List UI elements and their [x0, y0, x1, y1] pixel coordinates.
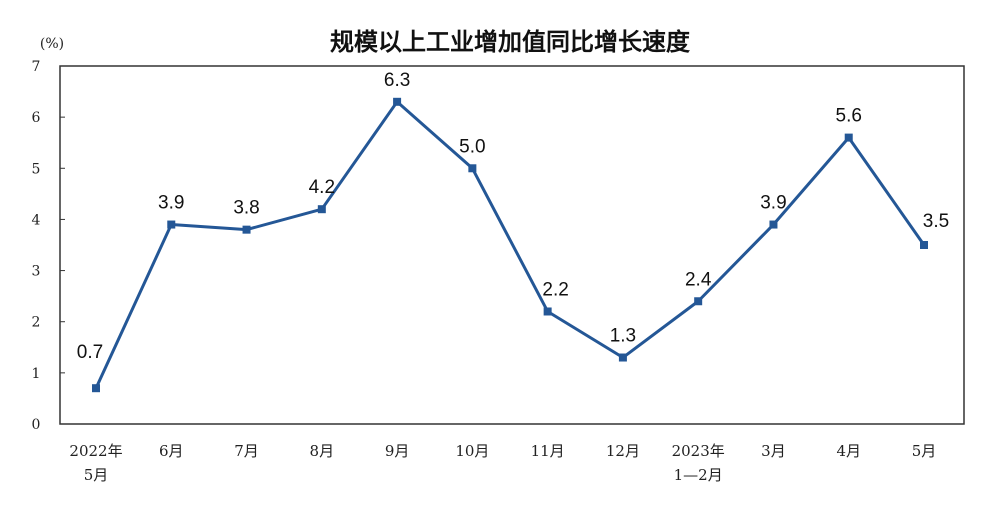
- x-tick-label: 3月: [761, 442, 786, 460]
- x-tick-label-line: 12月: [606, 442, 640, 460]
- x-tick-label-line: 1—2月: [674, 466, 723, 484]
- x-tick-label-line: 5月: [84, 466, 109, 484]
- series-group: [92, 97, 928, 393]
- x-tick-label-line: 2023年: [672, 442, 725, 460]
- data-point: [167, 220, 176, 229]
- plot-area: [59, 65, 965, 425]
- data-label: 2.4: [685, 269, 712, 290]
- x-tick-label: 11月: [531, 442, 565, 460]
- y-unit-label: (%): [40, 36, 64, 52]
- data-label: 5.6: [836, 106, 862, 127]
- data-point: [694, 297, 703, 306]
- y-tick-label: 3: [32, 264, 41, 280]
- y-tick-label: 7: [32, 59, 41, 75]
- data-point: [393, 97, 402, 106]
- y-tick-label: 1: [32, 366, 41, 382]
- x-tick-label-line: 9月: [385, 442, 410, 460]
- data-label: 5.0: [459, 136, 485, 157]
- x-tick-label: 2023年 1—2月: [672, 442, 725, 484]
- y-tick-label: 2: [32, 315, 41, 331]
- data-point: [920, 241, 928, 249]
- x-tick-label-line: 4月: [836, 442, 861, 460]
- y-tick-label: 0: [32, 417, 41, 433]
- x-tick-label-line: 2022年: [69, 442, 122, 460]
- data-label: 0.7: [77, 342, 103, 363]
- y-tick-label: 5: [32, 161, 41, 177]
- x-tick-label-line: 7月: [234, 442, 259, 460]
- x-tick-label: 7月: [234, 442, 259, 460]
- data-label: 4.2: [309, 177, 335, 198]
- data-label: 6.3: [384, 70, 410, 91]
- data-point: [317, 205, 326, 214]
- data-label: 3.5: [923, 211, 949, 232]
- x-tick-label-line: 11月: [531, 442, 565, 460]
- x-tick-label-line: 8月: [310, 442, 335, 460]
- y-tick-label: 4: [32, 212, 41, 228]
- x-axis-ticks: 2022年 5月 6月 7月 8月 9月 10月 11月 12月 2023年 1—2月 3月 4月 5月: [69, 442, 936, 484]
- x-tick-label-line: 3月: [761, 442, 786, 460]
- x-tick-label: 6月: [159, 442, 184, 460]
- data-point: [618, 353, 627, 362]
- data-point: [242, 225, 251, 234]
- x-tick-label: 12月: [606, 442, 640, 460]
- chart-title: 规模以上工业增加值同比增长速度: [330, 28, 691, 56]
- data-label: 2.2: [542, 279, 568, 300]
- x-tick-label: 2022年 5月: [69, 442, 122, 484]
- x-tick-label-line: 6月: [159, 442, 184, 460]
- x-tick-label: 8月: [310, 442, 335, 460]
- x-tick-label: 5月: [912, 442, 937, 460]
- x-tick-label-line: 5月: [912, 442, 937, 460]
- x-tick-label: 10月: [455, 442, 489, 460]
- series-line: [94, 100, 926, 389]
- data-point: [543, 307, 552, 316]
- data-label: 1.3: [610, 326, 636, 347]
- data-point: [468, 164, 477, 173]
- data-label: 3.9: [158, 193, 184, 214]
- x-tick-label-line: 10月: [455, 442, 489, 460]
- data-labels: 0.7 3.9 3.8 4.2 6.3 5.0 2.2 1.3 2.4 3.9 5.6 3.5: [77, 70, 949, 363]
- data-label: 3.9: [760, 193, 786, 214]
- x-tick-label: 9月: [385, 442, 410, 460]
- data-point: [844, 133, 853, 142]
- y-axis-ticks: 0 1 2 3 4 5 6 7: [32, 59, 65, 433]
- data-point: [92, 384, 100, 393]
- y-tick-label: 6: [32, 110, 41, 126]
- data-label: 3.8: [233, 198, 259, 219]
- x-tick-label: 4月: [836, 442, 861, 460]
- data-point: [769, 220, 778, 229]
